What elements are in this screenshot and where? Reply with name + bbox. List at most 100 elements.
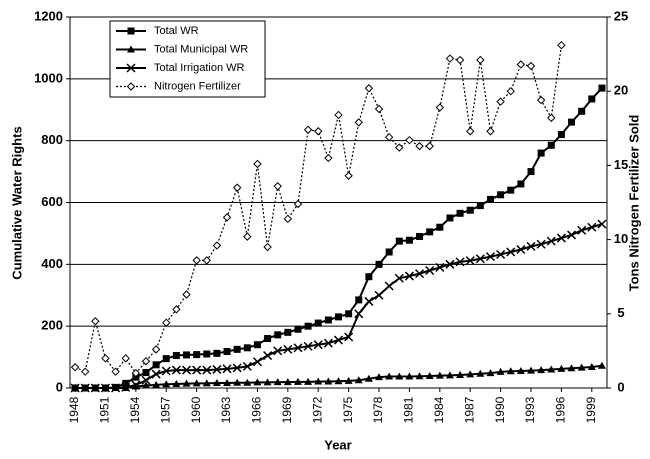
marker <box>496 367 505 375</box>
marker <box>121 354 130 363</box>
marker <box>152 361 160 369</box>
marker <box>141 357 151 366</box>
y-tick-label: 800 <box>41 132 63 147</box>
legend-box <box>109 20 266 98</box>
series-line <box>75 87 603 389</box>
marker <box>385 372 394 380</box>
x-tick-label: 1966 <box>250 396 264 423</box>
marker <box>476 369 485 377</box>
marker <box>537 366 546 374</box>
marker <box>264 335 272 343</box>
marker <box>263 351 273 361</box>
marker <box>486 369 495 377</box>
marker <box>212 379 221 387</box>
marker <box>131 368 141 378</box>
marker <box>100 383 110 393</box>
marker <box>202 256 211 265</box>
marker <box>506 367 515 375</box>
x-tick-label: 1981 <box>402 396 416 423</box>
marker <box>151 345 161 354</box>
marker <box>203 350 211 358</box>
marker <box>273 181 282 191</box>
marker <box>485 252 496 262</box>
marker <box>567 230 577 240</box>
marker <box>131 380 141 390</box>
marker <box>526 61 536 71</box>
marker <box>283 378 292 386</box>
y-tick-label: 1000 <box>34 70 63 85</box>
marker <box>475 254 485 264</box>
marker <box>557 364 566 372</box>
marker <box>121 382 131 392</box>
marker <box>435 262 445 272</box>
marker <box>222 213 232 222</box>
marker <box>232 183 242 192</box>
marker <box>506 247 516 257</box>
marker <box>527 366 536 374</box>
marker <box>415 141 424 151</box>
marker <box>445 259 455 269</box>
y2-tick-label: 25 <box>614 8 628 23</box>
legend-label: Total WR <box>154 25 199 37</box>
marker <box>111 383 121 393</box>
marker <box>213 349 221 357</box>
marker <box>304 322 312 330</box>
marker <box>536 239 546 249</box>
marker <box>293 377 302 385</box>
marker <box>517 180 525 188</box>
marker <box>142 369 150 377</box>
marker <box>284 328 292 336</box>
marker <box>70 383 80 393</box>
marker <box>374 104 384 114</box>
marker <box>303 341 313 351</box>
x-tick-label: 1975 <box>341 396 355 423</box>
y-tick-label: 1200 <box>34 8 63 23</box>
marker <box>314 127 323 136</box>
marker <box>111 367 120 376</box>
marker <box>233 345 241 353</box>
marker <box>354 118 363 127</box>
x-tick-label: 1993 <box>523 396 537 423</box>
marker <box>314 377 323 385</box>
marker <box>557 40 566 50</box>
marker <box>223 379 232 387</box>
x-axis-label: Year <box>324 437 351 452</box>
legend: Total WR Total Municipal WR Total Irrigati… <box>109 20 266 98</box>
marker <box>374 290 384 300</box>
x-tick-label: 1957 <box>158 396 172 423</box>
marker <box>557 130 565 138</box>
marker <box>335 313 342 321</box>
marker <box>547 141 555 149</box>
y2-axis-label: Tons Nitrogen Fertilizer Sold <box>626 115 641 292</box>
legend-label: Total Municipal WR <box>154 43 248 55</box>
marker <box>263 378 272 386</box>
marker <box>101 354 110 363</box>
marker <box>426 228 434 236</box>
marker <box>364 374 373 382</box>
marker <box>466 127 475 136</box>
marker <box>556 233 566 243</box>
x-tick-label: 1978 <box>371 396 385 423</box>
marker <box>344 332 354 342</box>
marker <box>445 54 455 63</box>
marker <box>567 364 576 372</box>
marker <box>183 351 191 359</box>
marker <box>486 127 495 136</box>
marker <box>294 325 302 333</box>
marker <box>546 236 556 246</box>
legend-marker <box>126 82 136 91</box>
marker <box>182 290 191 299</box>
marker <box>577 363 586 371</box>
marker <box>233 378 242 386</box>
marker <box>466 206 474 214</box>
marker <box>324 316 332 324</box>
marker <box>578 107 586 115</box>
marker <box>415 372 424 380</box>
marker <box>466 370 475 378</box>
marker <box>263 242 272 252</box>
marker <box>91 317 100 326</box>
marker <box>253 378 262 386</box>
marker <box>80 383 90 393</box>
marker <box>172 352 180 360</box>
marker <box>192 365 202 375</box>
